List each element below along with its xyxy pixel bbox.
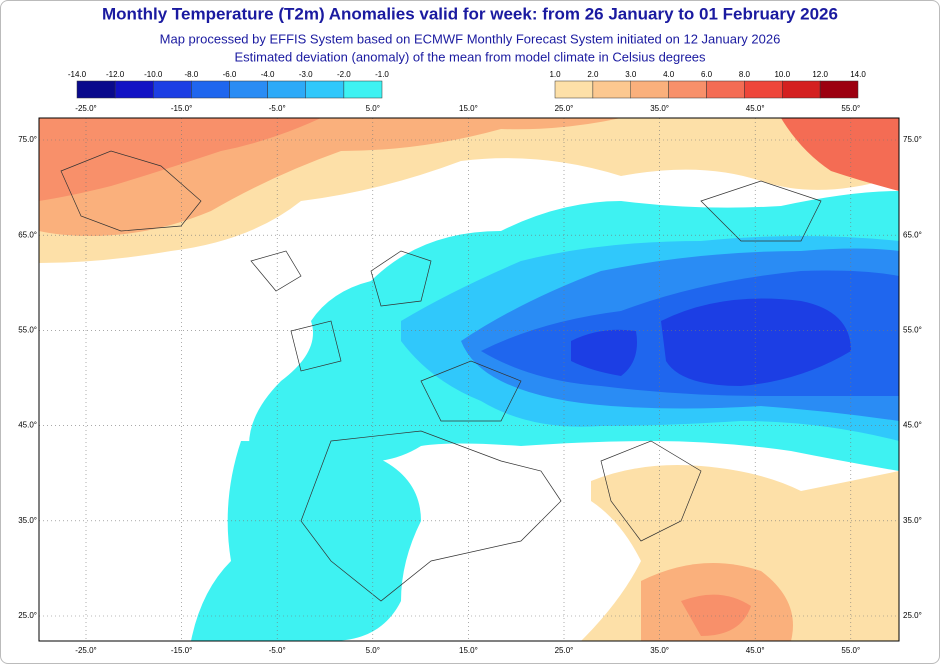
map-area <box>39 118 899 641</box>
lon-label: -5.0° <box>269 104 286 113</box>
lon-label: 45.0° <box>746 646 765 655</box>
lon-label: -15.0° <box>171 646 192 655</box>
colorbar-label: -8.0 <box>184 70 198 79</box>
colorbar-swatch <box>267 80 306 99</box>
warm-core <box>39 118 321 201</box>
lat-label: 65.0° <box>903 230 922 239</box>
colorbar-label: 1.0 <box>549 70 561 79</box>
warm-south-peak <box>681 594 751 636</box>
colorbar-swatch <box>706 80 745 99</box>
cold-cyan-africa <box>191 441 421 641</box>
lon-label: 5.0° <box>366 104 380 113</box>
lat-label: 55.0° <box>18 326 37 335</box>
colorbar-label: -1.0 <box>375 70 389 79</box>
lon-label: 5.0° <box>366 646 380 655</box>
colorbar-swatch <box>191 80 230 99</box>
colorbar-label: -10.0 <box>144 70 163 79</box>
colorbar-swatch <box>668 80 707 99</box>
cold-dark-blue <box>571 298 851 386</box>
lon-label: 15.0° <box>459 646 478 655</box>
lat-label: 65.0° <box>18 230 37 239</box>
lon-label: -25.0° <box>75 646 96 655</box>
colorbar-swatch <box>76 80 116 99</box>
map-frame <box>38 117 900 642</box>
lat-label: 55.0° <box>903 326 922 335</box>
lat-label: 25.0° <box>18 611 37 620</box>
colorbar-label: 8.0 <box>739 70 751 79</box>
colorbar-swatch <box>343 80 383 99</box>
colorbar-swatch <box>819 80 859 99</box>
colorbar-label: 12.0 <box>812 70 828 79</box>
lon-label: 25.0° <box>555 646 574 655</box>
colorbar-label: -3.0 <box>299 70 313 79</box>
subtitle: Map processed by EFFIS System based on E… <box>160 31 781 46</box>
warm-area-ne <box>781 118 899 191</box>
lon-label: 35.0° <box>650 646 669 655</box>
lon-label: 55.0° <box>841 104 860 113</box>
coastlines <box>60 150 822 602</box>
colorbar-swatch <box>554 80 594 99</box>
lat-label: 75.0° <box>903 135 922 144</box>
colorbar-label: 3.0 <box>625 70 637 79</box>
description: Estimated deviation (anomaly) of the mea… <box>234 49 706 64</box>
graticule <box>39 118 899 641</box>
colorbar-label: -6.0 <box>223 70 237 79</box>
lat-label: 45.0° <box>903 421 922 430</box>
colorbar-label: 6.0 <box>701 70 713 79</box>
colorbar-swatch <box>229 80 268 99</box>
colorbar-swatch <box>744 80 783 99</box>
lon-label: 55.0° <box>841 646 860 655</box>
colorbar-label: 2.0 <box>587 70 599 79</box>
colorbar-label: -12.0 <box>106 70 125 79</box>
colorbar-swatch <box>630 80 669 99</box>
colorbar-swatch <box>592 80 631 99</box>
lon-label: -15.0° <box>171 104 192 113</box>
lat-label: 35.0° <box>903 516 922 525</box>
colorbar-label: 10.0 <box>774 70 790 79</box>
colorbar-label: 14.0 <box>850 70 866 79</box>
lon-label: -5.0° <box>269 646 286 655</box>
colorbar-swatch <box>153 80 192 99</box>
colorbar-label: -14.0 <box>68 70 87 79</box>
lat-label: 75.0° <box>18 135 37 144</box>
lon-label: 45.0° <box>746 104 765 113</box>
lat-label: 35.0° <box>18 516 37 525</box>
title: Monthly Temperature (T2m) Anomalies vali… <box>102 4 838 23</box>
colorbar-swatch <box>305 80 345 99</box>
lon-label: 15.0° <box>459 104 478 113</box>
colorbar-label: 4.0 <box>663 70 675 79</box>
lat-label: 25.0° <box>903 611 922 620</box>
lon-label: 25.0° <box>555 104 574 113</box>
lon-label: -25.0° <box>75 104 96 113</box>
lat-label: 45.0° <box>18 421 37 430</box>
colorbar-label: -2.0 <box>337 70 351 79</box>
lon-label: 35.0° <box>650 104 669 113</box>
colorbar-label: -4.0 <box>261 70 275 79</box>
colorbar-swatch <box>782 80 821 99</box>
colorbar-swatch <box>114 80 154 99</box>
